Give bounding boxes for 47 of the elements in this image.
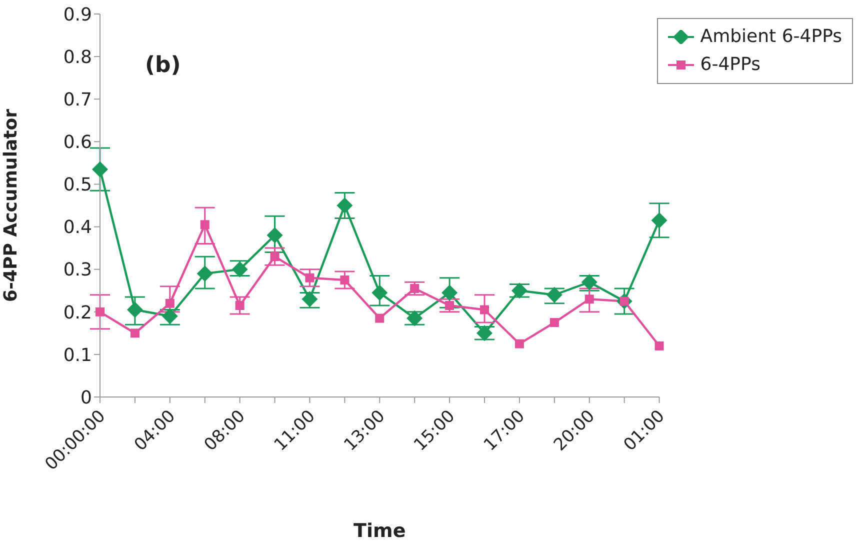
annotation: (b) — [145, 53, 181, 78]
point — [372, 284, 388, 301]
point — [336, 198, 353, 214]
y-tick-label: 0.5 — [63, 174, 92, 196]
y-tick-label: 0 — [80, 387, 92, 408]
y-tick-label: 0.7 — [63, 90, 92, 110]
point — [480, 305, 490, 314]
point — [305, 273, 314, 282]
point — [410, 284, 420, 293]
legend-label: 6-4PPs — [700, 53, 760, 77]
point — [442, 284, 458, 301]
point — [584, 294, 594, 304]
point — [270, 252, 280, 262]
point — [92, 161, 108, 178]
point — [196, 266, 213, 282]
point — [235, 301, 244, 310]
point — [406, 310, 423, 326]
point — [266, 227, 283, 244]
y-tick-label: 0.6 — [63, 132, 92, 154]
point — [232, 261, 248, 278]
point — [130, 328, 140, 338]
point — [511, 282, 528, 299]
point — [514, 339, 524, 348]
y-tick-label: 0.4 — [63, 217, 92, 238]
point — [165, 298, 174, 308]
point — [340, 275, 350, 284]
point — [546, 286, 562, 303]
y-tick-label: 0.1 — [63, 344, 92, 366]
y-tick-label: 0.8 — [63, 46, 92, 68]
y-tick-label: 0.2 — [63, 302, 92, 324]
point — [96, 307, 104, 316]
point — [302, 291, 318, 308]
point — [200, 220, 210, 230]
y-tick-label: 0.9 — [63, 4, 92, 26]
x-axis-title: Time — [354, 520, 406, 542]
point — [445, 301, 454, 310]
point — [162, 308, 178, 324]
point — [476, 325, 493, 342]
y-tick-label: 0.3 — [63, 260, 92, 281]
point — [651, 212, 668, 228]
point — [654, 341, 664, 350]
point — [375, 314, 384, 323]
legend-label: Ambient 6-4PPs — [700, 25, 842, 49]
y-axis-title: 6-4PP Accumulator — [0, 108, 22, 302]
point — [126, 302, 143, 318]
point — [550, 318, 559, 328]
point — [581, 274, 598, 290]
